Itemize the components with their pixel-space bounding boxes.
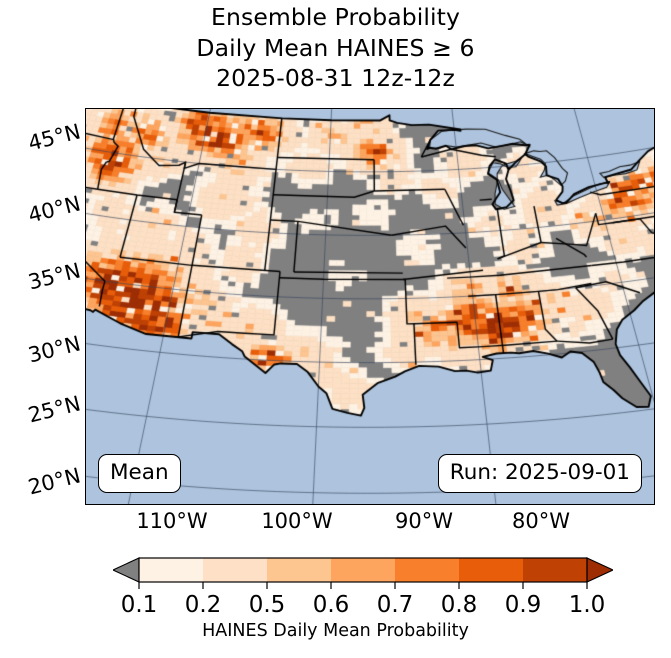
colorbar-under-arrow — [113, 557, 140, 583]
lat-tick-45: 45°N — [25, 119, 83, 156]
annotation-run-date: Run: 2025-09-01 — [437, 453, 642, 493]
colorbar-tick-label-6: 0.9 — [504, 592, 542, 618]
lon-tick-110: 110°W — [136, 509, 208, 533]
title-line-3: 2025-08-31 12z-12z — [216, 64, 455, 92]
colorbar-band-4 — [395, 558, 460, 582]
colorbar — [113, 557, 613, 591]
title-line-1: Ensemble Probability — [211, 3, 460, 31]
colorbar-band-5 — [459, 558, 524, 582]
lon-tick-80: 80°W — [512, 509, 570, 533]
colorbar-tick-label-7: 1.0 — [568, 592, 606, 618]
colorbar-tick-label-5: 0.8 — [440, 592, 478, 618]
colorbar-tick-label-4: 0.7 — [376, 592, 414, 618]
colorbar-tick-labels: 0.1 0.2 0.5 0.6 0.7 0.8 0.9 1.0 — [0, 592, 671, 620]
colorbar-band-2 — [267, 558, 332, 582]
colorbar-band-3 — [331, 558, 396, 582]
colorbar-outline — [138, 557, 588, 583]
annotation-mean: Mean — [98, 453, 181, 493]
lat-tick-30: 30°N — [25, 331, 83, 368]
colorbar-tick-label-3: 0.6 — [312, 592, 350, 618]
lon-tick-100: 100°W — [261, 509, 333, 533]
colorbar-band-1 — [203, 558, 268, 582]
colorbar-swatches — [113, 557, 613, 589]
map-plot-area: Mean Run: 2025-09-01 — [85, 108, 655, 505]
colorbar-band-6 — [523, 558, 588, 582]
colorbar-tick-label-0: 0.1 — [120, 592, 158, 618]
probability-heatmap — [86, 109, 654, 504]
title-line-2: Daily Mean HAINES ≥ 6 — [196, 33, 475, 62]
colorbar-tick-label-2: 0.5 — [248, 592, 286, 618]
colorbar-band-0 — [139, 558, 204, 582]
lat-tick-40: 40°N — [25, 191, 83, 228]
lat-tick-35: 35°N — [25, 258, 83, 295]
lon-tick-90: 90°W — [395, 509, 453, 533]
lat-tick-25: 25°N — [25, 391, 83, 428]
lat-tick-20: 20°N — [25, 463, 83, 500]
figure-title: Ensemble Probability Daily Mean HAINES ≥… — [0, 2, 671, 94]
colorbar-tick-label-1: 0.2 — [184, 592, 222, 618]
colorbar-axis-label: HAINES Daily Mean Probability — [202, 621, 469, 641]
colorbar-over-arrow — [586, 557, 613, 583]
